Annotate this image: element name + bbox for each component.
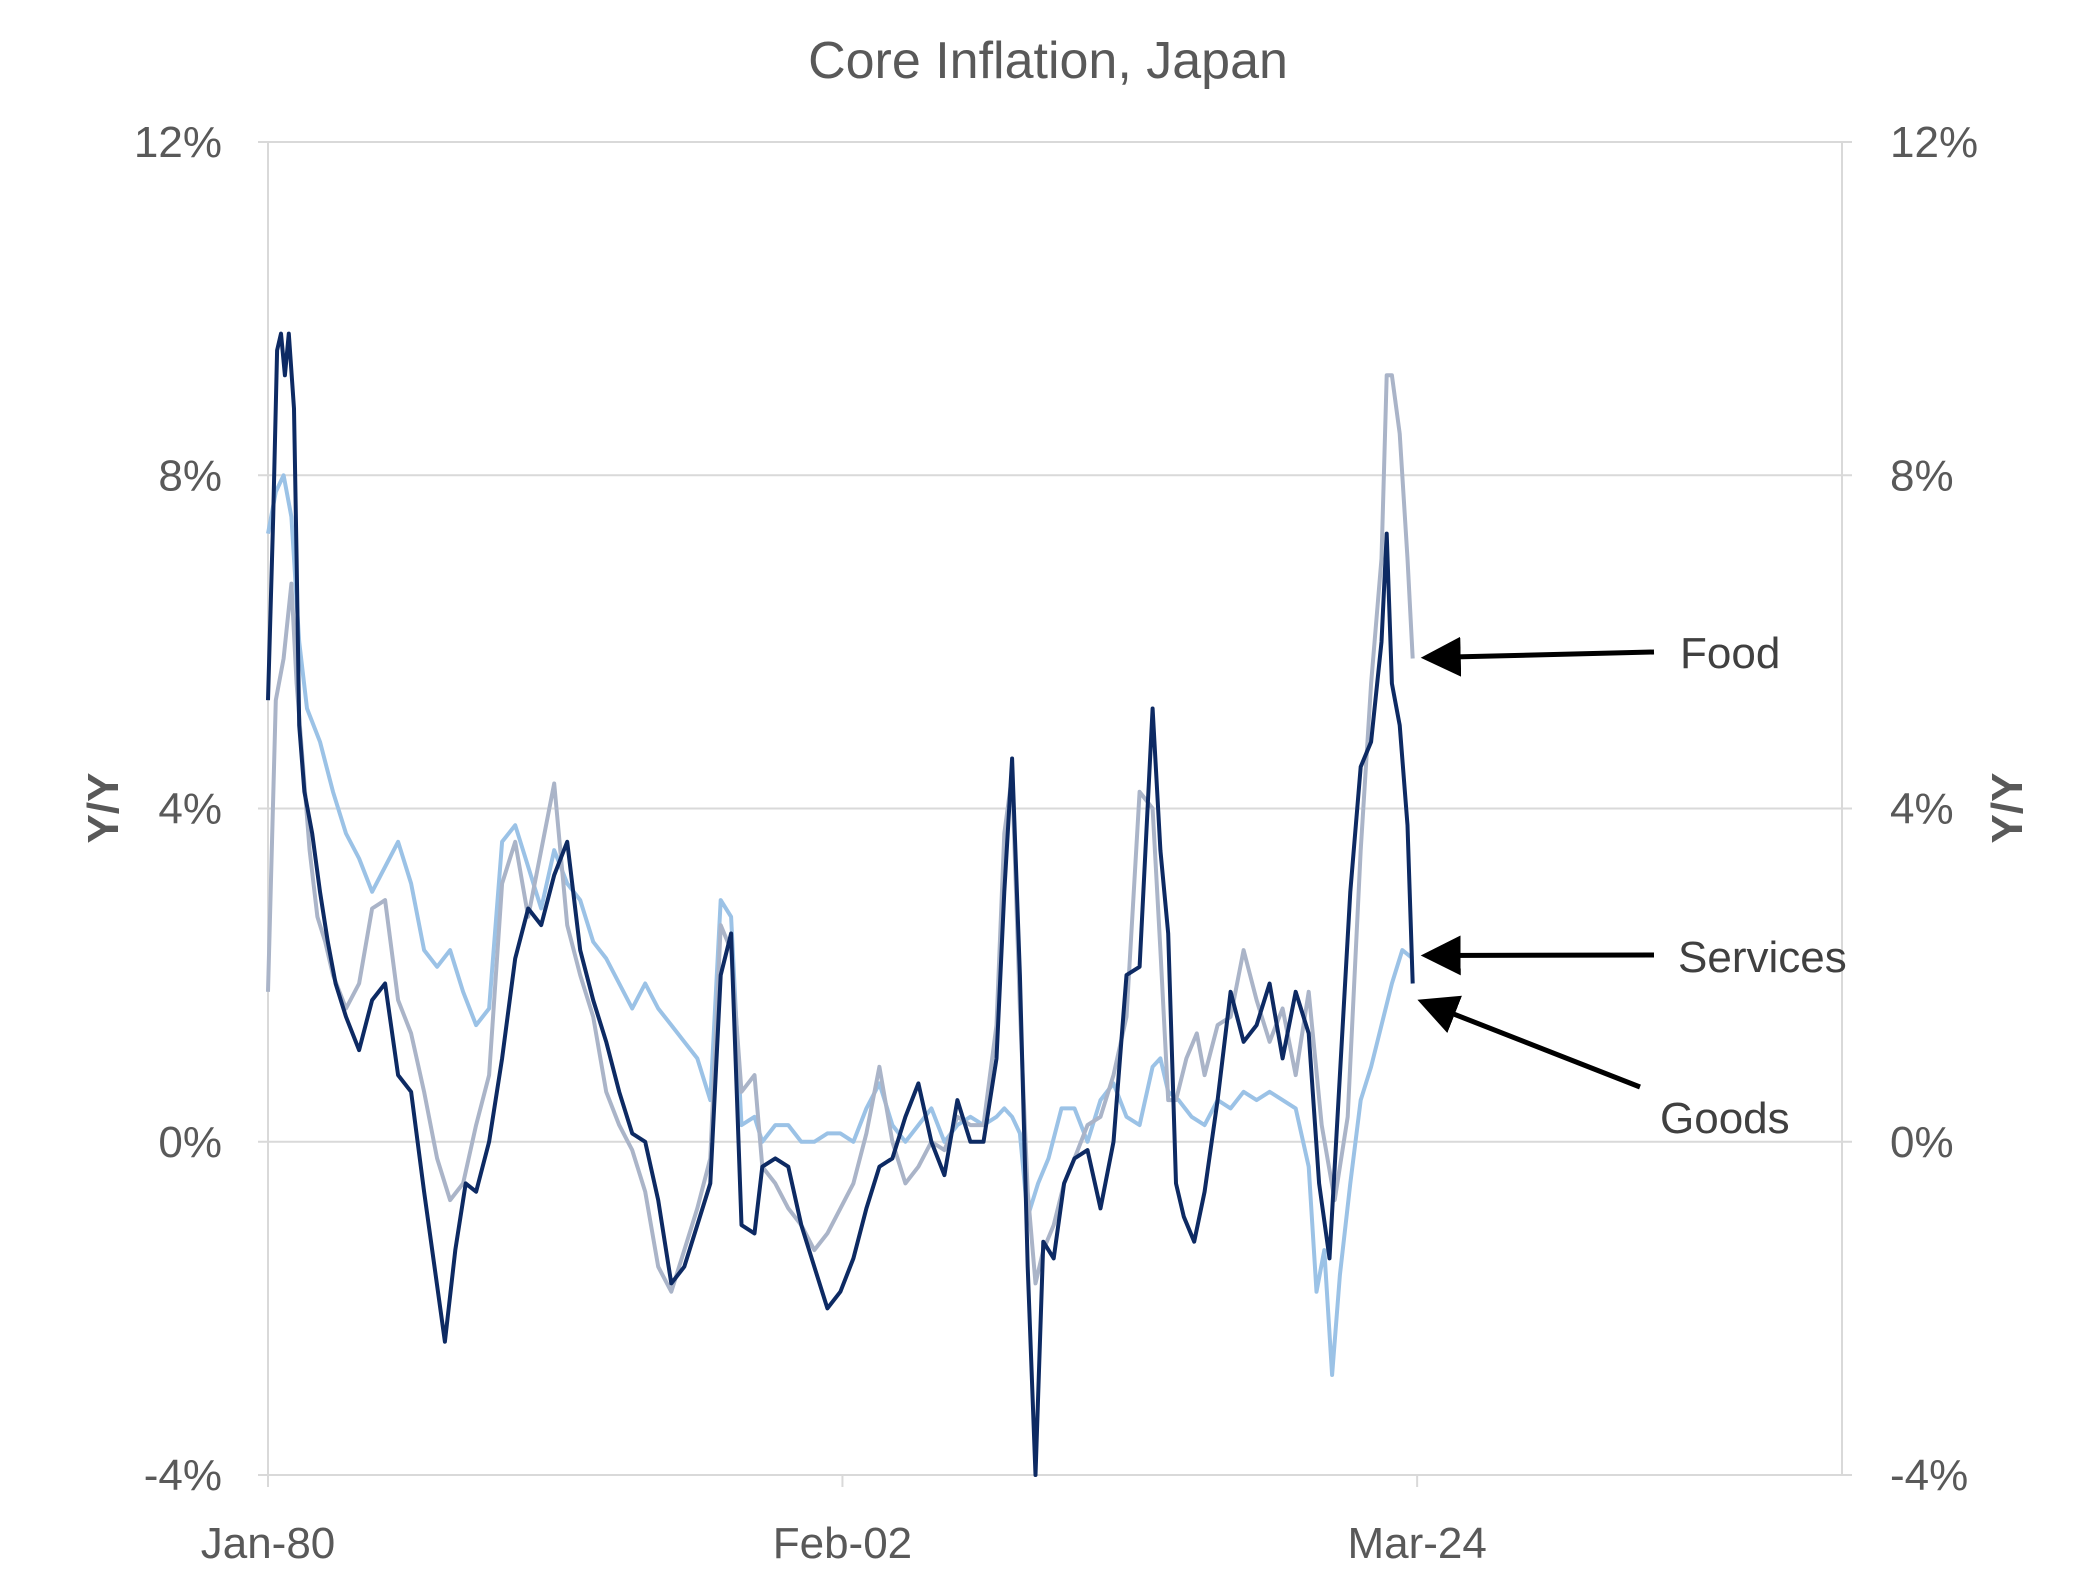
annotation-arrow-food — [1420, 636, 1655, 677]
y-tick-label-right: 12% — [1890, 118, 1978, 167]
y-axis-title-right: Y/Y — [1983, 773, 2032, 844]
chart-title: Core Inflation, Japan — [808, 32, 1288, 90]
series-line-goods — [266, 331, 1415, 1477]
x-tick-label: Mar-24 — [1347, 1519, 1486, 1568]
series-line-services — [266, 473, 1414, 1377]
axes — [258, 141, 1852, 1487]
y-tick-label-left: 0% — [158, 1118, 222, 1167]
y-tick-label-right: 0% — [1890, 1118, 1954, 1167]
x-tick-labels: Jan-80 Feb-02 Mar-24 — [201, 1519, 1487, 1568]
y-tick-label-right: 8% — [1890, 451, 1954, 500]
series-line-food — [266, 373, 1415, 1294]
y-tick-labels: 12% 12% 8% 8% 4% 4% 0% 0% -4% -4% — [134, 118, 1978, 1500]
annotation-label-services: Services — [1678, 933, 1847, 982]
annotation-label-food: Food — [1680, 629, 1780, 678]
y-tick-label-left: 8% — [158, 451, 222, 500]
annotation-label-goods: Goods — [1660, 1094, 1790, 1143]
x-tick-label: Feb-02 — [773, 1519, 912, 1568]
y-tick-label-left: 4% — [158, 785, 222, 834]
gridlines — [268, 141, 1842, 1476]
y-tick-label-right: 4% — [1890, 785, 1954, 834]
y-tick-label-left: 12% — [134, 118, 222, 167]
y-tick-label-left: -4% — [144, 1451, 222, 1500]
x-tick-label: Jan-80 — [201, 1519, 336, 1568]
y-tick-label-right: -4% — [1890, 1451, 1968, 1500]
annotation-arrow-goods — [1417, 995, 1641, 1090]
series-annotations: Food Services Goods — [1417, 629, 1847, 1143]
series-lines — [266, 331, 1415, 1477]
y-axis-title-left: Y/Y — [79, 773, 128, 844]
